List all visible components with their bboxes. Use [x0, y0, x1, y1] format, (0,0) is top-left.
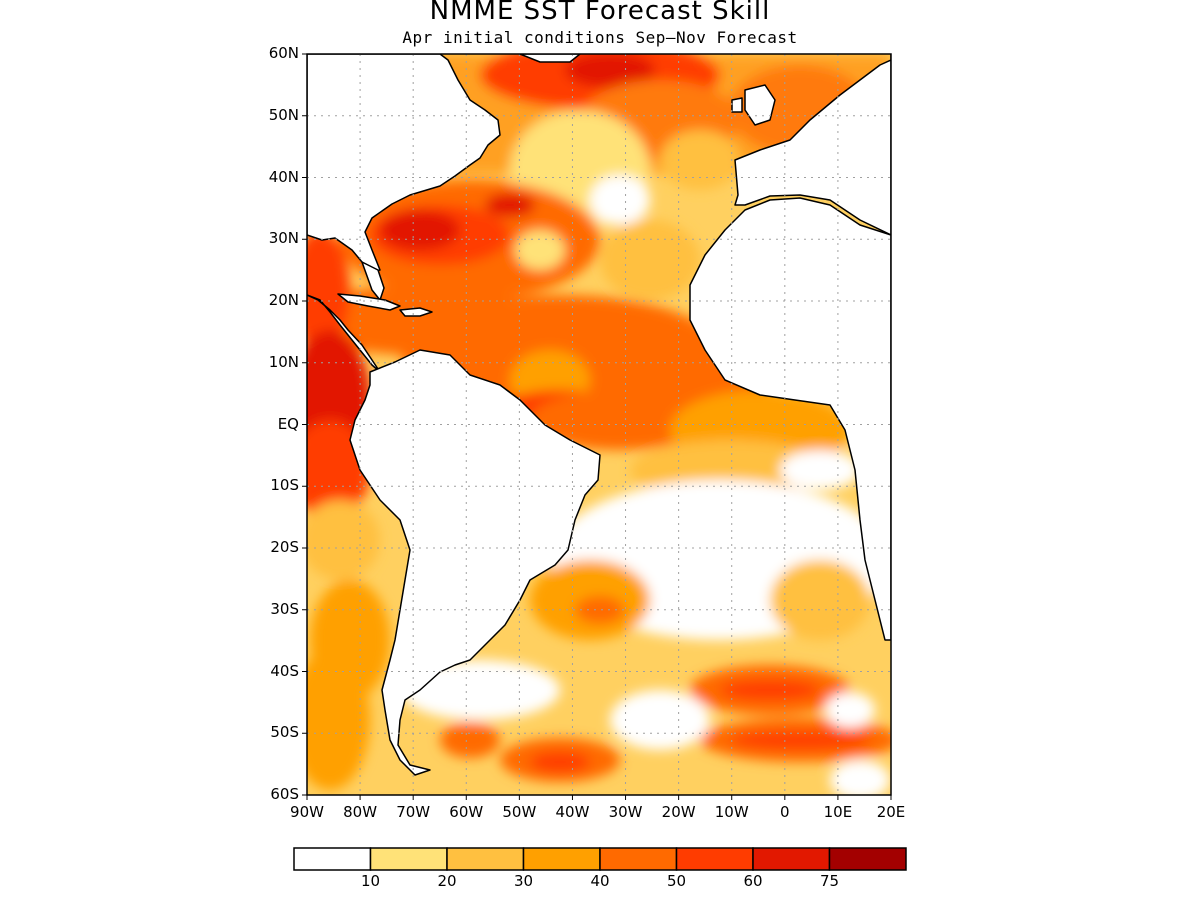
lon-tick-label: 10E — [823, 803, 853, 821]
lat-tick-label: 10N — [268, 352, 299, 371]
graticule — [307, 54, 891, 795]
lon-tick-label: 20W — [661, 803, 696, 821]
sst-skill-field — [307, 54, 891, 795]
colorbar-swatch — [369, 847, 448, 871]
lon-tick-label: 40W — [555, 803, 590, 821]
colorbar — [293, 847, 907, 871]
lon-tick-label: 80W — [343, 803, 378, 821]
land — [307, 54, 891, 776]
lat-tick-label: 40S — [270, 661, 299, 680]
lon-tick-label: 50W — [502, 803, 537, 821]
lat-tick-label: 10S — [270, 476, 299, 495]
colorbar-swatch — [675, 847, 754, 871]
colorbar-swatch — [522, 847, 601, 871]
colorbar-tick-label: 60 — [743, 872, 763, 890]
lon-tick-label: 10W — [714, 803, 749, 821]
lat-tick-label: 60N — [268, 44, 299, 62]
lat-tick-label: 60S — [270, 785, 299, 803]
lat-tick-label: 30S — [270, 599, 299, 618]
colorbar-swatch — [752, 847, 831, 871]
lon-tick-label: 90W — [290, 803, 324, 821]
tick-marks — [302, 53, 892, 800]
lat-tick-label: 40N — [268, 167, 299, 186]
colorbar-tick-label: 30 — [513, 872, 534, 890]
lon-tick-label: 20E — [876, 803, 906, 821]
lon-tick-label: 0 — [780, 803, 790, 821]
colorbar-swatch — [828, 847, 907, 871]
lon-tick-label: 30W — [608, 803, 643, 821]
lat-tick-label: 20N — [268, 291, 299, 309]
colorbar-tick-label: 20 — [437, 872, 457, 890]
lat-tick-label: 20S — [270, 538, 299, 556]
colorbar-tick-label: 75 — [819, 872, 840, 890]
map-title: NMME SST Forecast Skill — [429, 0, 771, 26]
colorbar-tick-label: 50 — [666, 872, 687, 890]
lat-tick-label: 30N — [268, 229, 299, 248]
lon-tick-label: 70W — [396, 803, 431, 821]
map-subtitle: Apr initial conditions Sep–Nov Forecast — [402, 28, 798, 47]
colorbar-swatch — [293, 847, 372, 871]
colorbar-swatch — [599, 847, 678, 871]
colorbar-tick-label: 40 — [590, 872, 610, 890]
lat-tick-label: EQ — [277, 414, 299, 433]
lat-tick-label: 50S — [270, 723, 299, 742]
colorbar-swatch — [446, 847, 525, 871]
lon-tick-label: 60W — [449, 803, 484, 821]
lat-tick-label: 50N — [268, 105, 299, 124]
colorbar-tick-label: 10 — [360, 872, 381, 890]
